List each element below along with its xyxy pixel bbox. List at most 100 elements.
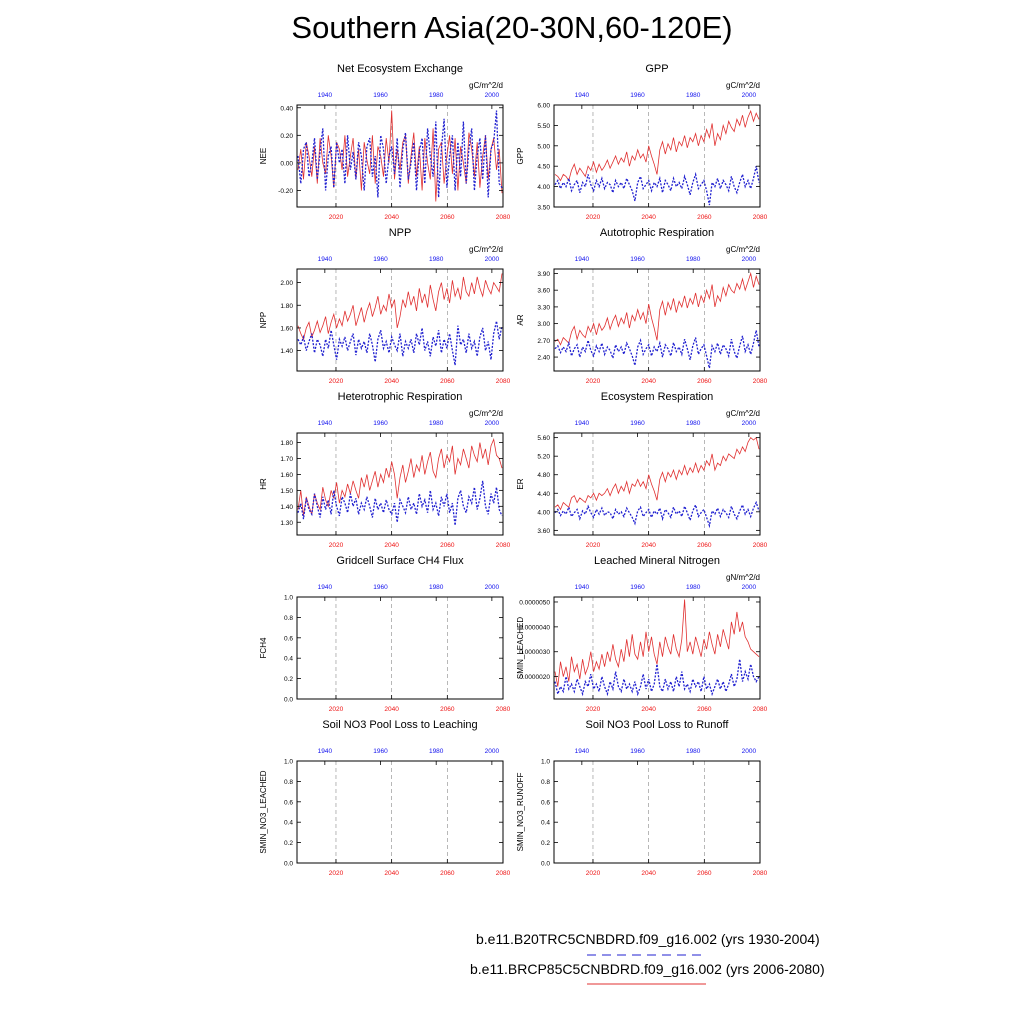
x-tick-label-top: 1980 [429, 420, 444, 427]
x-tick-label-bottom: 2040 [384, 706, 399, 713]
y-tick-label: 0.0000020 [519, 674, 550, 681]
x-tick-label-top: 1940 [318, 92, 333, 99]
x-tick-label-top: 2000 [485, 92, 500, 99]
x-tick-label-top: 1940 [575, 256, 590, 263]
series-line-rcp85 [297, 437, 503, 516]
x-tick-label-bottom: 2020 [586, 214, 601, 221]
y-axis-label-fch4: FCH4 [259, 637, 268, 658]
x-tick-label-top: 1960 [373, 92, 388, 99]
series-line-historical [297, 110, 503, 198]
x-tick-label-top: 2000 [742, 584, 757, 591]
series-line-historical [554, 659, 760, 697]
x-tick-label-top: 1960 [373, 420, 388, 427]
units-label-ar: gC/m^2/d [726, 245, 760, 254]
x-tick-label-bottom: 2040 [384, 870, 399, 877]
x-tick-label-top: 2000 [485, 584, 500, 591]
x-tick-label-bottom: 2080 [753, 706, 768, 713]
y-tick-label: 0.0000040 [519, 624, 550, 631]
y-tick-label: 5.00 [537, 143, 550, 150]
x-tick-label-bottom: 2040 [641, 706, 656, 713]
y-tick-label: 0.4 [284, 820, 293, 827]
plot-frame [553, 760, 761, 864]
units-label-smin-leached: gN/m^2/d [726, 573, 760, 582]
y-tick-label: 3.60 [537, 288, 550, 295]
y-tick-label: 2.00 [280, 280, 293, 287]
y-tick-label: 0.0000050 [519, 599, 550, 606]
y-axis-label-smin-no3-runoff: SMIN_NO3_RUNOFF [516, 773, 525, 852]
series-line-rcp85 [297, 110, 503, 202]
y-axis-label-npp: NPP [259, 312, 268, 328]
y-tick-label: 1.0 [541, 759, 550, 766]
x-tick-label-top: 1960 [373, 256, 388, 263]
y-tick-label: 0.2 [541, 840, 550, 847]
units-label-nee: gC/m^2/d [469, 81, 503, 90]
y-axis-label-gpp: GPP [516, 148, 525, 165]
x-tick-label-bottom: 2060 [697, 378, 712, 385]
panel-title-npp: NPP [389, 227, 412, 239]
y-tick-label: 4.50 [537, 164, 550, 171]
y-tick-label: 6.00 [537, 103, 550, 110]
x-tick-label-top: 2000 [742, 420, 757, 427]
y-tick-label: 1.40 [280, 504, 293, 511]
x-tick-label-bottom: 2060 [440, 378, 455, 385]
x-tick-label-bottom: 2060 [697, 542, 712, 549]
series-line-rcp85 [554, 599, 760, 687]
x-tick-label-bottom: 2060 [440, 706, 455, 713]
y-tick-label: 1.40 [280, 348, 293, 355]
x-tick-label-top: 2000 [485, 420, 500, 427]
panel-title-gpp: GPP [645, 63, 668, 75]
x-tick-label-bottom: 2060 [440, 214, 455, 221]
y-tick-label: 3.60 [537, 528, 550, 535]
units-label-hr: gC/m^2/d [469, 409, 503, 418]
x-tick-label-bottom: 2080 [753, 542, 768, 549]
y-axis-label-er: ER [516, 478, 525, 489]
y-tick-label: 0.6 [541, 799, 550, 806]
x-tick-label-top: 1960 [373, 748, 388, 755]
x-tick-label-top: 1940 [575, 420, 590, 427]
y-tick-label: 2.40 [537, 355, 550, 362]
x-tick-label-top: 1960 [373, 584, 388, 591]
x-tick-label-bottom: 2040 [641, 870, 656, 877]
x-tick-label-top: 1960 [630, 584, 645, 591]
series-line-rcp85 [554, 109, 760, 182]
x-tick-label-bottom: 2040 [384, 542, 399, 549]
x-tick-label-top: 1960 [630, 420, 645, 427]
y-tick-label: 0.40 [280, 105, 293, 112]
plot-frame [296, 104, 504, 208]
panel-title-smin-leached: Leached Mineral Nitrogen [594, 555, 720, 567]
y-tick-label: 1.0 [284, 595, 293, 602]
plot-frame [296, 268, 504, 372]
x-tick-label-top: 1980 [429, 584, 444, 591]
y-tick-label: 4.40 [537, 491, 550, 498]
plot-frame [296, 760, 504, 864]
series-line-rcp85 [554, 271, 760, 346]
x-tick-label-bottom: 2060 [697, 706, 712, 713]
units-label-er: gC/m^2/d [726, 409, 760, 418]
x-tick-label-top: 1940 [318, 584, 333, 591]
x-tick-label-bottom: 2080 [753, 870, 768, 877]
x-tick-label-bottom: 2040 [641, 542, 656, 549]
plot-frame [553, 432, 761, 536]
x-tick-label-top: 1960 [630, 256, 645, 263]
x-tick-label-top: 1980 [429, 92, 444, 99]
x-tick-label-top: 1980 [686, 748, 701, 755]
x-tick-label-bottom: 2060 [697, 214, 712, 221]
panel-title-ar: Autotrophic Respiration [600, 227, 714, 239]
panel-title-smin-no3-leached: Soil NO3 Pool Loss to Leaching [322, 719, 477, 731]
x-tick-label-top: 2000 [485, 256, 500, 263]
x-tick-label-top: 1960 [630, 748, 645, 755]
plot-frame [553, 596, 761, 700]
y-tick-label: 0.0000030 [519, 649, 550, 656]
y-tick-label: 0.00 [280, 160, 293, 167]
x-tick-label-top: 1980 [686, 420, 701, 427]
panel-title-nee: Net Ecosystem Exchange [337, 63, 463, 75]
x-tick-label-bottom: 2080 [496, 542, 511, 549]
x-tick-label-bottom: 2080 [496, 870, 511, 877]
x-tick-label-bottom: 2040 [641, 214, 656, 221]
x-tick-label-top: 2000 [742, 256, 757, 263]
y-tick-label: 0.6 [284, 635, 293, 642]
y-tick-label: 4.80 [537, 472, 550, 479]
x-tick-label-top: 2000 [742, 748, 757, 755]
x-tick-label-bottom: 2020 [586, 378, 601, 385]
